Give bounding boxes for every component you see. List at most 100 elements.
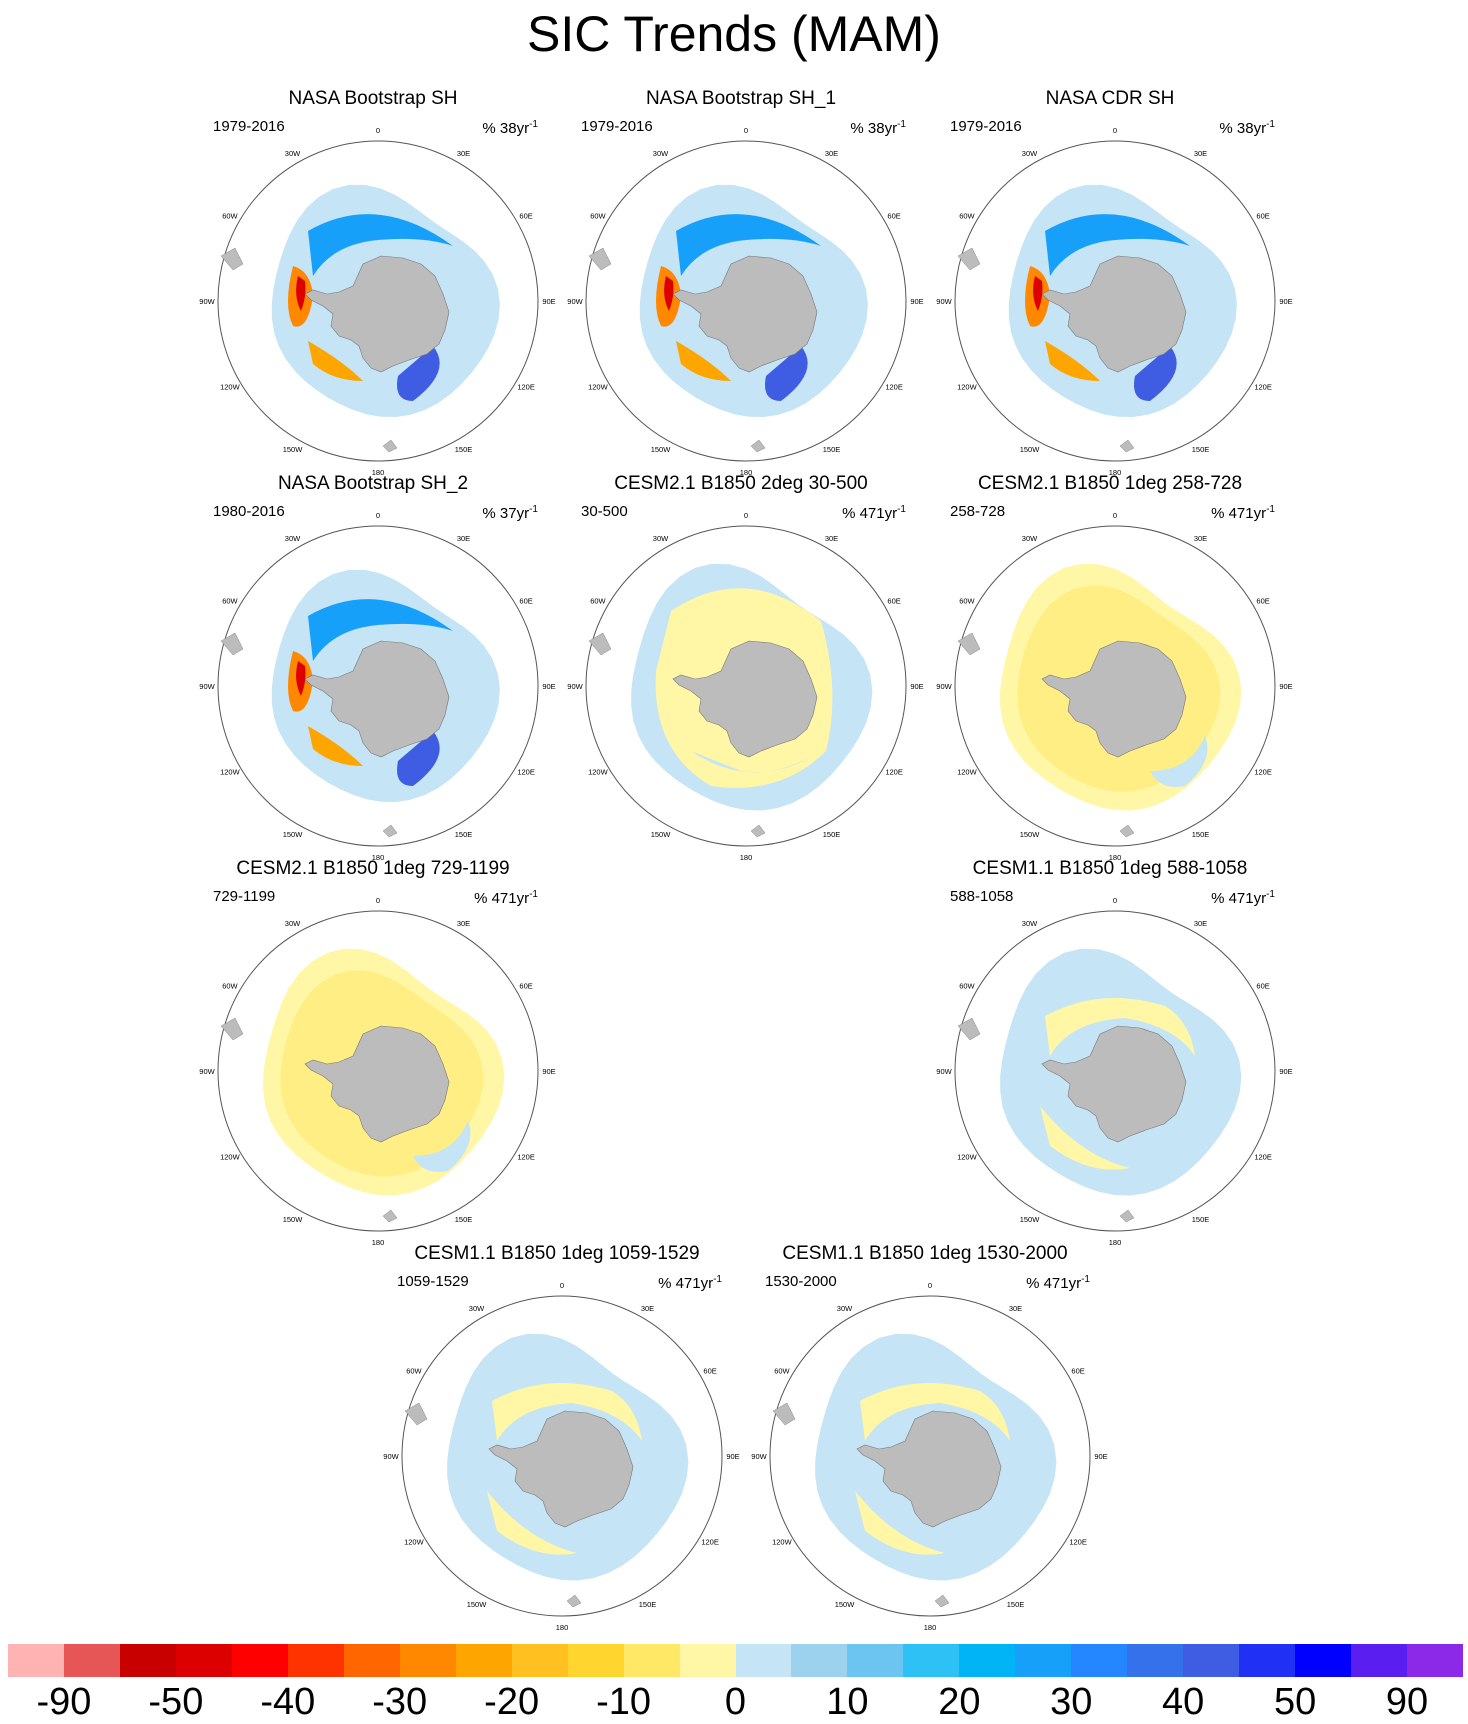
south-america-tip: [220, 247, 244, 271]
panel-units: % 471yr-1: [842, 501, 906, 523]
colorbar-tick-label: -40: [260, 1681, 316, 1723]
colorbar-cell: [1183, 1644, 1240, 1677]
polar-map: 0 30E 60E 90E 120E 150E 180 150W 120W 90W 60W 30W: [567, 126, 923, 477]
colorbar-labels: -90 -50 -40 -30 -20 -10 0 10 20 30 40 50 90: [8, 1680, 1463, 1724]
longitude-label: 150E: [639, 1600, 657, 1609]
longitude-label: 90W: [751, 1452, 767, 1461]
longitude-label: 90E: [542, 682, 555, 691]
longitude-label: 30W: [285, 149, 301, 158]
longitude-label: 120W: [957, 1153, 978, 1162]
page-title: SIC Trends (MAM): [527, 6, 941, 62]
colorbar: [8, 1644, 1464, 1677]
polar-map: 0 30E 60E 90E 120E 150E 180 150W 120W 90W 60W 30W: [383, 1281, 739, 1632]
longitude-label: 90W: [199, 1067, 215, 1076]
longitude-label: 0: [744, 126, 748, 135]
longitude-label: 60E: [519, 982, 532, 991]
colorbar-cell: [1127, 1644, 1184, 1677]
longitude-label: 150W: [283, 445, 304, 454]
longitude-label: 180: [1109, 468, 1122, 477]
panel-units-exponent: -1: [1266, 504, 1275, 515]
south-america-tip: [588, 632, 612, 656]
longitude-label: 60E: [1256, 982, 1269, 991]
colorbar-tick-label: 40: [1162, 1681, 1205, 1723]
new-zealand-island: [382, 1209, 398, 1223]
map-panel: CESM2.1 B1850 1deg 729-1199 729-1199 % 471…: [193, 858, 555, 1247]
longitude-label: 30E: [1194, 919, 1207, 928]
new-zealand-island: [382, 439, 398, 453]
longitude-label: 180: [556, 1623, 569, 1632]
ice-field-pale-yellow: [1045, 998, 1195, 1056]
longitude-label: 30W: [653, 149, 669, 158]
longitude-label: 30W: [285, 534, 301, 543]
longitude-label: 180: [372, 468, 385, 477]
antarctica-landmass: [304, 640, 450, 758]
map-panel: CESM1.1 B1850 1deg 1059-1529 1059-1529 % 4…: [377, 1243, 739, 1632]
panel-units-exponent: -1: [1081, 1274, 1090, 1285]
panel-title: NASA Bootstrap SH: [288, 88, 458, 109]
panel-units-base: % 38yr: [850, 120, 898, 137]
panel-units: % 38yr-1: [482, 116, 538, 138]
ice-field-blue: [308, 214, 453, 276]
longitude-label: 60E: [703, 1367, 716, 1376]
colorbar-tick-label: 0: [724, 1681, 747, 1723]
colorbar-cell: [231, 1644, 289, 1677]
colorbar-tick-label: -30: [372, 1681, 428, 1723]
new-zealand-island: [1119, 439, 1135, 453]
ice-field-pale-yellow: [492, 1383, 642, 1441]
panel-units-exponent: -1: [897, 504, 906, 515]
longitude-label: 150E: [823, 830, 841, 839]
longitude-label: 150W: [651, 830, 672, 839]
colorbar-cell: [1407, 1644, 1464, 1677]
longitude-label: 120E: [1254, 383, 1272, 392]
panel-units: % 471yr-1: [1211, 501, 1275, 523]
panel-units-exponent: -1: [1266, 889, 1275, 900]
longitude-label: 150W: [835, 1600, 856, 1609]
longitude-label: 90W: [199, 682, 215, 691]
panel-title: CESM2.1 B1850 1deg 729-1199: [236, 858, 510, 879]
longitude-label: 180: [372, 1238, 385, 1247]
panel-units-base: % 471yr: [658, 1275, 714, 1292]
longitude-label: 90E: [726, 1452, 739, 1461]
longitude-label: 150W: [651, 445, 672, 454]
longitude-label: 60E: [1256, 597, 1269, 606]
longitude-label: 150W: [1020, 445, 1041, 454]
longitude-label: 180: [372, 853, 385, 862]
longitude-label: 150E: [455, 445, 473, 454]
polar-map: 0 30E 60E 90E 120E 150E 180 150W 120W 90W 60W 30W: [199, 896, 555, 1247]
longitude-label: 60E: [1071, 1367, 1084, 1376]
panel-units-exponent: -1: [1266, 119, 1275, 130]
longitude-label: 90E: [1094, 1452, 1107, 1461]
longitude-label: 90W: [936, 682, 952, 691]
colorbar-cell: [847, 1644, 904, 1677]
ice-field-pale-yellow: [860, 1383, 1010, 1441]
south-america-tip: [220, 1017, 244, 1041]
longitude-label: 120W: [957, 768, 978, 777]
ice-field-dark-blue: [397, 346, 440, 401]
colorbar-cell: [399, 1644, 457, 1677]
antarctica-landmass: [672, 255, 818, 373]
new-zealand-island: [934, 1594, 950, 1608]
longitude-label: 120E: [701, 1538, 719, 1547]
longitude-label: 150E: [1192, 445, 1210, 454]
colorbar-cell: [679, 1644, 736, 1677]
map-panel: CESM1.1 B1850 1deg 588-1058 588-1058 % 471…: [930, 858, 1292, 1247]
south-america-tip: [588, 247, 612, 271]
panel-title: CESM1.1 B1850 1deg 1059-1529: [414, 1243, 700, 1264]
longitude-label: 150E: [455, 830, 473, 839]
panel-units: % 471yr-1: [658, 1271, 722, 1293]
longitude-label: 30E: [825, 149, 838, 158]
longitude-label: 120E: [517, 383, 535, 392]
panel-period: 258-728: [950, 503, 1006, 520]
colorbar-tick-label: 10: [826, 1681, 869, 1723]
colorbar-cell: [287, 1644, 345, 1677]
panel-units-base: % 471yr: [1211, 890, 1267, 907]
panel-units: % 38yr-1: [1219, 116, 1275, 138]
longitude-label: 60E: [887, 597, 900, 606]
ice-field-orange-2: [676, 341, 731, 381]
panel-units-exponent: -1: [897, 119, 906, 130]
panel-units-base: % 471yr: [1026, 1275, 1082, 1292]
colorbar-cell: [1295, 1644, 1352, 1677]
longitude-label: 60E: [1256, 212, 1269, 221]
longitude-label: 180: [924, 1623, 937, 1632]
longitude-label: 0: [376, 126, 380, 135]
